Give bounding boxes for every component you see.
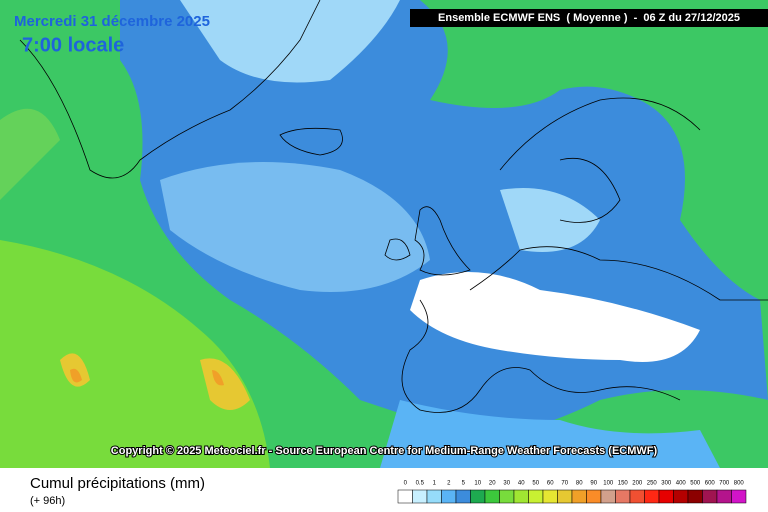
field xyxy=(380,400,720,468)
legend-swatch xyxy=(702,489,718,504)
legend-swatch xyxy=(615,489,631,504)
legend-swatch xyxy=(687,489,703,504)
model-box xyxy=(410,9,768,27)
field xyxy=(0,108,60,200)
legend-label: 250 xyxy=(647,481,658,487)
legend-swatch xyxy=(484,489,500,504)
legend-label: 10 xyxy=(474,481,481,487)
legend-swatch xyxy=(455,489,471,504)
legend-label: 30 xyxy=(503,481,510,487)
legend-swatch xyxy=(673,489,689,504)
legend-swatch xyxy=(426,489,442,504)
legend-label: 50 xyxy=(532,481,539,487)
legend-swatch xyxy=(571,489,587,504)
legend-label: 0 xyxy=(404,481,408,487)
legend-label: 700 xyxy=(719,481,730,487)
footer-subtitle: (+ 96h) xyxy=(30,495,65,507)
legend-label: 2 xyxy=(447,481,451,487)
field xyxy=(410,272,700,362)
footer-title: Cumul précipitations (mm) xyxy=(30,475,205,492)
copyright: Copyright © 2025 Meteociel.fr - Source E… xyxy=(111,445,658,457)
legend-label: 150 xyxy=(618,481,629,487)
legend-label: 400 xyxy=(676,481,687,487)
legend-swatch xyxy=(441,489,457,504)
legend-label: 60 xyxy=(547,481,554,487)
legend-swatch xyxy=(513,489,529,504)
model-label: Ensemble ECMWF ENS ( Moyenne ) - 06 Z du… xyxy=(438,12,740,24)
legend-swatch xyxy=(586,489,602,504)
legend-label: 300 xyxy=(661,481,672,487)
field xyxy=(60,353,250,410)
legend-swatch xyxy=(716,489,732,504)
legend-swatch xyxy=(412,489,428,504)
legend-swatch xyxy=(600,489,616,504)
legend-label: 200 xyxy=(632,481,643,487)
legend-label: 600 xyxy=(705,481,716,487)
field xyxy=(500,188,600,252)
legend-label: 20 xyxy=(489,481,496,487)
legend-label: 90 xyxy=(590,481,597,487)
legend-swatch xyxy=(528,489,544,504)
legend-swatch xyxy=(470,489,486,504)
legend-swatch xyxy=(629,489,645,504)
legend-label: 80 xyxy=(576,481,583,487)
legend: 0 0.5 1 2 5 10 20 30 40 50 60 70 80 90 100 150 200 250 300… xyxy=(397,481,747,504)
legend-label: 1 xyxy=(433,481,437,487)
legend-swatch xyxy=(557,489,573,504)
legend-label: 800 xyxy=(734,481,745,487)
field xyxy=(160,162,430,292)
coastlines xyxy=(19,0,768,413)
legend-swatch xyxy=(658,489,674,504)
field xyxy=(0,240,270,468)
legend-swatch xyxy=(731,489,747,504)
legend-label: 100 xyxy=(603,481,614,487)
legend-label: 40 xyxy=(518,481,525,487)
legend-swatch xyxy=(644,489,660,504)
legend-label: 5 xyxy=(462,481,466,487)
date-label: Mercredi 31 décembre 2025 xyxy=(14,13,210,30)
legend-label: 0.5 xyxy=(416,481,425,487)
field xyxy=(180,0,400,83)
legend-swatch xyxy=(499,489,515,504)
legend-label: 500 xyxy=(690,481,701,487)
legend-swatch xyxy=(542,489,558,504)
time-label: 7:00 locale xyxy=(22,34,124,56)
legend-swatch xyxy=(397,489,413,504)
legend-label: 70 xyxy=(561,481,568,487)
